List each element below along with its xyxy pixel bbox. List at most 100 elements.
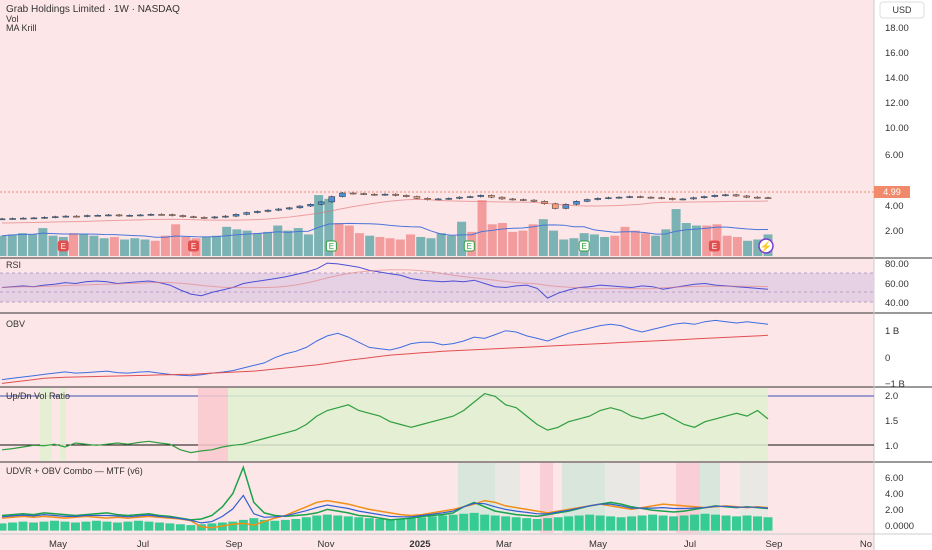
volume-bar bbox=[722, 235, 732, 256]
volume-bar bbox=[610, 235, 620, 256]
volume-bar bbox=[150, 240, 160, 256]
udvr-bar bbox=[0, 523, 7, 531]
earnings-marker[interactable] bbox=[57, 240, 69, 252]
dividend-icon[interactable]: ⚡ bbox=[758, 238, 774, 254]
time-axis-label: Sep bbox=[766, 539, 783, 550]
udvr-bar bbox=[186, 525, 196, 531]
ma-line bbox=[1, 222, 769, 238]
udvr-bar bbox=[133, 520, 143, 531]
symbol-title[interactable]: Grab Holdings Limited · 1W · NASDAQ bbox=[6, 4, 180, 15]
udvr-bar bbox=[333, 515, 343, 531]
udvr-bar bbox=[175, 524, 185, 531]
candle-body bbox=[286, 207, 293, 210]
currency-selector[interactable] bbox=[879, 1, 925, 19]
candle-body bbox=[94, 215, 101, 217]
earnings-marker-label: E bbox=[712, 242, 717, 251]
ratio-shade-zone bbox=[228, 388, 768, 461]
candle-body bbox=[296, 205, 304, 209]
udvr-bar bbox=[91, 520, 101, 531]
volume-bar bbox=[263, 231, 273, 256]
candle-body bbox=[254, 211, 261, 213]
volume-bar bbox=[48, 235, 58, 256]
ratio-shading bbox=[40, 388, 768, 461]
volume-bar bbox=[620, 226, 630, 256]
obv-ma-line bbox=[1, 334, 769, 384]
candle-body bbox=[690, 197, 697, 200]
udvr-bar bbox=[490, 515, 500, 531]
ratio-shade-zone bbox=[40, 388, 52, 461]
candle-body bbox=[168, 214, 176, 216]
axis-tick-label: 14.00 bbox=[885, 73, 909, 84]
udvr-bar bbox=[144, 521, 154, 531]
udvr-bar bbox=[427, 516, 437, 531]
earnings-marker[interactable] bbox=[708, 240, 720, 252]
candle-body bbox=[62, 215, 70, 218]
candle-body bbox=[211, 216, 219, 219]
candle-body bbox=[658, 197, 665, 199]
udvr-bar bbox=[375, 519, 385, 531]
volume-bar bbox=[630, 230, 640, 256]
volume-bar bbox=[487, 224, 497, 256]
candle-body bbox=[381, 193, 389, 196]
volume-bar bbox=[406, 234, 416, 256]
time-axis-label: Mar bbox=[496, 539, 512, 550]
udvr-bar bbox=[543, 518, 553, 531]
udvr-bar bbox=[228, 521, 238, 531]
candle-body bbox=[456, 196, 463, 199]
volume-bar bbox=[426, 238, 436, 256]
candle-body bbox=[349, 192, 357, 195]
ma-label[interactable]: MA Krill bbox=[6, 23, 37, 33]
earnings-marker[interactable] bbox=[188, 240, 199, 252]
udvr-bar bbox=[7, 522, 17, 531]
axis-tick-label: 16.00 bbox=[885, 48, 909, 59]
earnings-marker[interactable] bbox=[578, 240, 590, 252]
axis-tick-label: 0.0000 bbox=[885, 521, 914, 532]
udvr-blue-line bbox=[1, 494, 769, 524]
volume-bar bbox=[640, 233, 650, 256]
time-axis-label: May bbox=[49, 539, 67, 550]
volume-bar bbox=[518, 230, 528, 256]
volume-bar bbox=[538, 219, 548, 256]
volume-bar bbox=[528, 224, 538, 256]
volume-bar bbox=[395, 239, 405, 256]
axis-tick-label: 10.00 bbox=[885, 123, 909, 134]
volume-bar bbox=[314, 195, 324, 256]
volume-bar bbox=[589, 234, 599, 256]
vol-label[interactable]: Vol bbox=[6, 14, 19, 24]
time-axis-label: May bbox=[589, 539, 607, 550]
udvr-bar bbox=[742, 515, 752, 531]
earnings-marker[interactable] bbox=[463, 240, 475, 252]
candle-body bbox=[137, 214, 144, 217]
volume-bar bbox=[160, 235, 170, 256]
volume-bars bbox=[0, 195, 773, 256]
volume-bar bbox=[497, 223, 507, 256]
rsi-ticks: 80.00 60.00 40.00 bbox=[885, 259, 909, 309]
udvr-bar bbox=[165, 523, 175, 531]
udvr-bar bbox=[522, 518, 532, 531]
volume-bar bbox=[283, 230, 293, 256]
volume-bar bbox=[17, 233, 27, 256]
volume-bar bbox=[681, 223, 691, 256]
candle-body bbox=[743, 195, 750, 198]
candle-body bbox=[615, 196, 623, 199]
udvr-bar bbox=[732, 516, 742, 531]
candle-body bbox=[339, 192, 346, 197]
axis-tick-label: 6.00 bbox=[885, 150, 904, 161]
udvr-bar bbox=[301, 517, 311, 531]
volume-bar bbox=[416, 236, 426, 256]
candle-body bbox=[466, 196, 474, 198]
candle-body bbox=[551, 203, 559, 209]
volume-bar bbox=[375, 236, 385, 256]
candle-body bbox=[626, 196, 633, 198]
candle-body bbox=[637, 196, 644, 198]
candle-body bbox=[647, 196, 655, 199]
candle-body bbox=[700, 196, 708, 199]
candle-body bbox=[275, 208, 282, 211]
candle-body bbox=[477, 195, 484, 197]
udvr-bar bbox=[238, 519, 248, 531]
udvr-bar bbox=[763, 517, 773, 531]
candle-body bbox=[317, 201, 325, 205]
candle-body bbox=[509, 198, 516, 201]
earnings-marker[interactable] bbox=[325, 240, 337, 252]
